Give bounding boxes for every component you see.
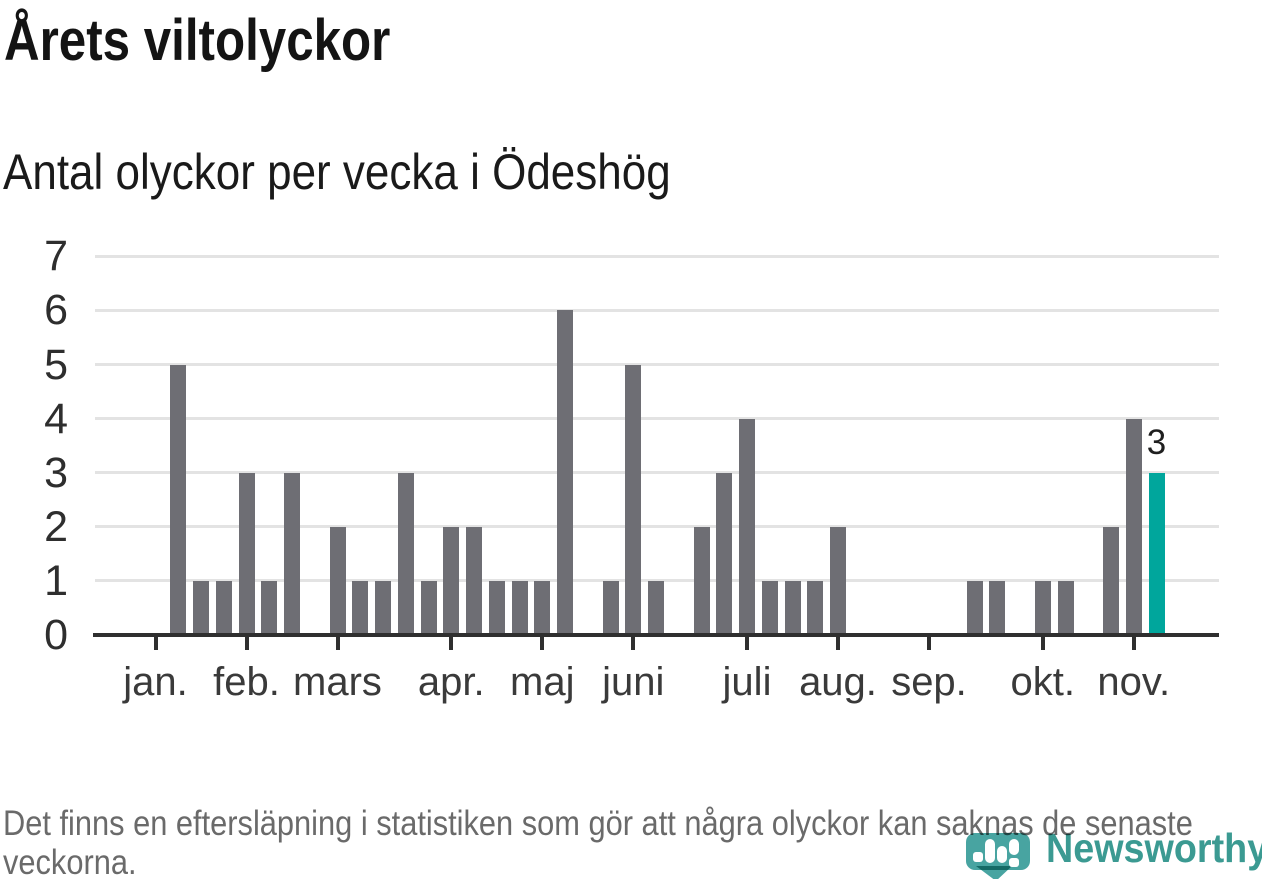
month-tick	[631, 635, 636, 650]
bar-week-28	[761, 580, 778, 635]
month-label: juli	[722, 660, 772, 704]
bar-week-22	[625, 364, 642, 635]
footer-note: Det finns en eftersläpning i statistiken…	[3, 804, 1193, 879]
month-tick	[335, 635, 340, 650]
y-axis-label: 3	[44, 448, 68, 497]
bar-week-5	[238, 472, 255, 635]
bar-week-30	[807, 580, 824, 635]
gridline	[95, 525, 1219, 529]
month-label: jan.	[123, 660, 188, 704]
month-label: nov.	[1097, 660, 1171, 704]
month-label: maj	[510, 660, 575, 704]
month-tick	[836, 635, 840, 650]
bar-week-12	[397, 472, 414, 635]
month-tick	[540, 635, 545, 650]
bar-week-23	[648, 580, 664, 635]
gridline	[95, 254, 1219, 258]
bar-week-29	[784, 580, 801, 635]
bar-week-3	[193, 580, 209, 635]
month-tick	[153, 635, 158, 650]
month-tick	[244, 635, 249, 650]
bar-week-44	[1125, 418, 1142, 635]
gridline	[95, 417, 1219, 421]
bar-week-43	[1103, 526, 1119, 635]
x-axis-line	[93, 633, 1219, 637]
y-axis-label: 4	[44, 394, 68, 443]
bar-week-4	[215, 580, 232, 635]
bar-week-40	[1034, 580, 1051, 635]
bar-week-9	[329, 526, 346, 635]
bar-week-15	[466, 526, 482, 635]
y-axis-label: 1	[44, 556, 68, 605]
bar-week-17	[511, 580, 528, 635]
gridline	[95, 471, 1219, 475]
month-label: sep.	[891, 660, 967, 704]
month-tick	[449, 635, 454, 650]
bar-week-26	[716, 472, 733, 635]
bar-week-45	[1148, 472, 1165, 635]
bar-week-27	[739, 418, 755, 635]
month-tick	[1131, 635, 1136, 650]
month-tick	[745, 635, 749, 650]
highlight-value-label: 3	[1146, 422, 1167, 462]
bar-week-19	[557, 310, 573, 635]
y-axis-label: 0	[44, 611, 68, 659]
chart-subtitle: Antal olyckor per vecka i Ödeshög	[3, 144, 671, 200]
bar-week-37	[966, 580, 983, 635]
bar-week-38	[989, 580, 1006, 635]
y-axis-label: 5	[44, 340, 68, 389]
gridline	[95, 363, 1219, 366]
month-label: okt.	[1010, 660, 1075, 704]
bar-week-41	[1057, 580, 1074, 635]
month-label: aug.	[799, 660, 877, 704]
bar-week-10	[352, 580, 369, 635]
bar-week-31	[830, 526, 846, 635]
bar-week-6	[261, 580, 278, 635]
chart-title: Årets viltolyckor	[4, 8, 391, 73]
bar-week-18	[534, 580, 551, 635]
y-axis-label: 7	[44, 232, 68, 281]
month-label: mars	[293, 660, 382, 704]
y-axis-label: 2	[44, 502, 68, 551]
month-label: apr.	[417, 660, 485, 704]
bar-week-25	[693, 526, 710, 635]
y-axis-label: 6	[44, 286, 68, 335]
bar-week-7	[284, 472, 300, 635]
bar-week-11	[375, 580, 391, 635]
month-tick	[927, 635, 931, 650]
bar-week-2	[170, 364, 187, 635]
bar-week-21	[602, 580, 619, 635]
gridline	[95, 308, 1219, 312]
month-label: juni	[602, 660, 665, 704]
month-label: feb.	[213, 660, 280, 704]
bar-week-16	[488, 580, 505, 635]
month-tick	[1040, 635, 1045, 650]
bar-week-13	[420, 580, 437, 635]
bar-week-14	[443, 526, 460, 635]
